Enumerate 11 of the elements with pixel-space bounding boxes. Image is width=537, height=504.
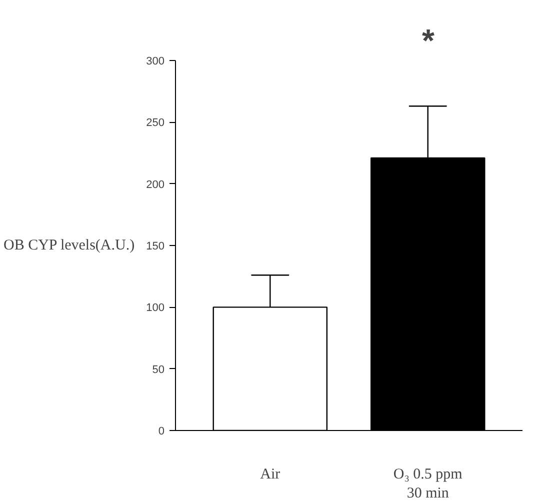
x-tick-label: O₃ 0.5 ppm 30 min xyxy=(393,466,463,502)
y-tick-label: 100 xyxy=(146,302,165,314)
y-tick-label: 0 xyxy=(158,426,165,438)
y-tick-label: 300 xyxy=(146,56,165,68)
y-tick-label: 200 xyxy=(146,178,165,191)
y-tick-label: 50 xyxy=(152,364,165,376)
y-axis-title: OB CYP levels(A.U.) xyxy=(3,238,135,254)
text: * xyxy=(422,22,436,58)
y-tick-label: 150 xyxy=(146,240,165,252)
y-tick-label: 250 xyxy=(146,117,165,130)
x-tick-label: Air xyxy=(260,466,280,482)
